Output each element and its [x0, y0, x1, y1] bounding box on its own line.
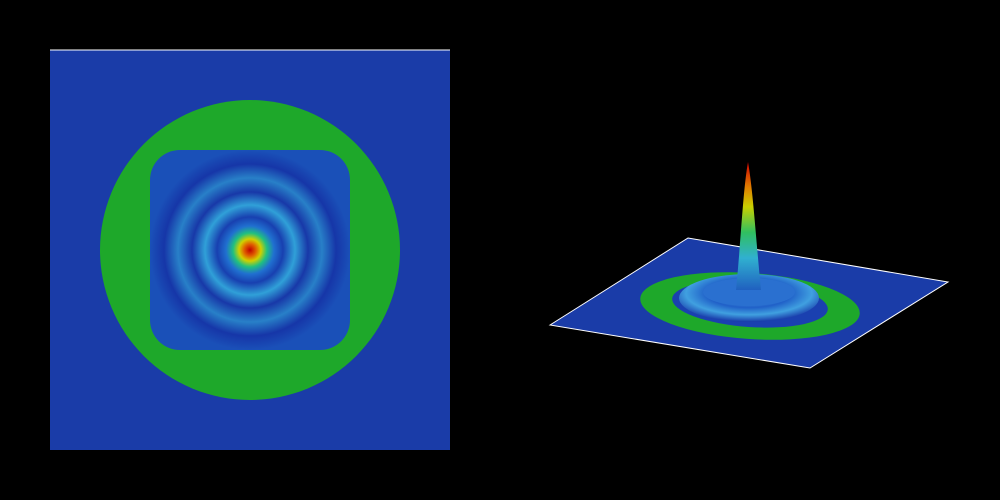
perspective-view [548, 162, 950, 369]
top-view [50, 49, 450, 450]
inner-ripples [150, 150, 350, 350]
ripple-inner [703, 278, 795, 306]
peak [736, 162, 761, 290]
